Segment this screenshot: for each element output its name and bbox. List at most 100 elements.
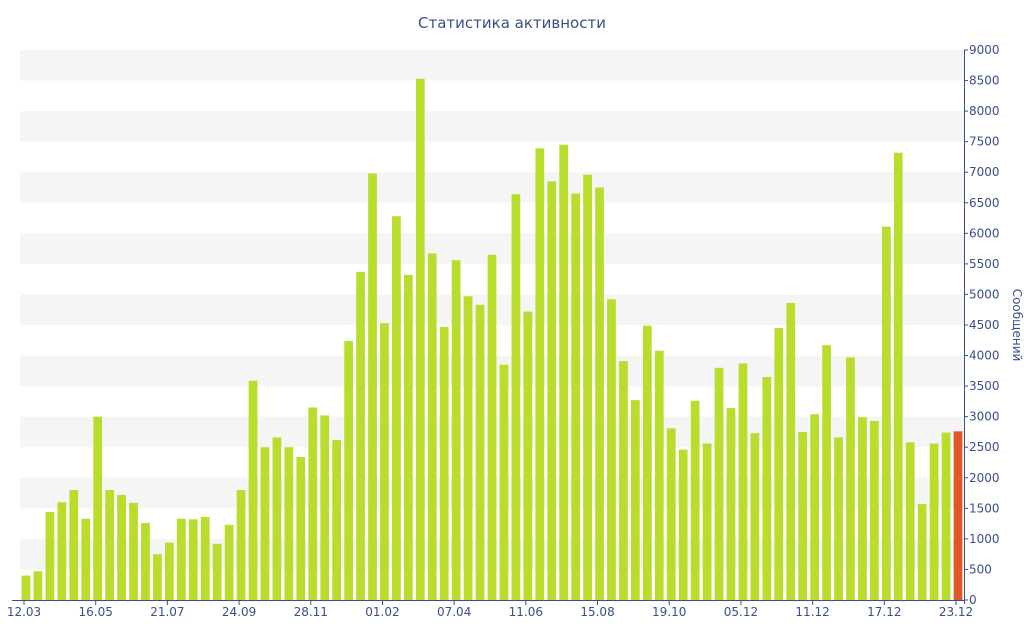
bar[interactable] — [893, 152, 903, 601]
bar[interactable] — [117, 494, 126, 600]
y-tick-label: 8000 — [969, 104, 1000, 118]
bar[interactable] — [535, 148, 545, 600]
y-tick-label: 6000 — [969, 226, 1000, 240]
bar[interactable] — [475, 304, 485, 600]
bar[interactable] — [499, 364, 509, 600]
chart-title: Статистика активности — [418, 14, 606, 32]
bar[interactable] — [33, 571, 43, 600]
bar[interactable] — [21, 575, 31, 600]
bars — [21, 78, 963, 601]
y-tick-label: 4000 — [969, 349, 1000, 363]
y-tick-label: 500 — [969, 562, 992, 576]
bar[interactable] — [726, 408, 736, 600]
bar[interactable] — [595, 187, 604, 601]
bar[interactable] — [702, 443, 712, 600]
bar[interactable] — [176, 518, 186, 600]
bar-highlight[interactable] — [953, 431, 963, 600]
bar[interactable] — [822, 345, 831, 600]
bar[interactable] — [57, 502, 67, 600]
bar[interactable] — [642, 325, 652, 600]
bar[interactable] — [619, 361, 628, 600]
bar[interactable] — [427, 253, 437, 601]
y-tick-label: 2500 — [969, 440, 1000, 454]
bar[interactable] — [153, 554, 162, 600]
bar[interactable] — [929, 443, 939, 600]
bar[interactable] — [750, 433, 760, 600]
bar[interactable] — [678, 449, 688, 600]
y-tick-label: 3500 — [969, 379, 1000, 393]
bar[interactable] — [45, 512, 55, 600]
bar[interactable] — [141, 523, 150, 600]
bar[interactable] — [272, 437, 282, 600]
x-tick-label: 12.03 — [7, 605, 41, 619]
bar[interactable] — [380, 323, 389, 600]
x-axis: 12.03 16.05 21.07 24.09 28.11 01.02 07.04 11.06… — [7, 600, 973, 619]
bar[interactable] — [846, 357, 855, 600]
x-tick-label: 23.12 — [939, 605, 973, 619]
bar[interactable] — [188, 519, 198, 600]
bar[interactable] — [368, 173, 377, 600]
x-tick-label: 11.06 — [509, 605, 543, 619]
bar[interactable] — [105, 490, 114, 600]
bar[interactable] — [200, 516, 210, 600]
bar[interactable] — [786, 303, 796, 600]
bar[interactable] — [666, 428, 676, 600]
bar[interactable] — [881, 226, 891, 601]
bar[interactable] — [224, 524, 234, 600]
bar[interactable] — [511, 194, 521, 600]
y-axis: 0 500 1000 1500 2000 2500 3000 3500 4000 4500 5000… — [964, 43, 1024, 607]
bar[interactable] — [236, 490, 246, 600]
bar[interactable] — [523, 311, 533, 600]
bar[interactable] — [69, 490, 79, 600]
bar[interactable] — [248, 380, 258, 600]
bar[interactable] — [165, 542, 174, 600]
y-tick-label: 5500 — [969, 257, 1000, 271]
bar[interactable] — [690, 400, 700, 600]
bar[interactable] — [81, 518, 91, 600]
bar[interactable] — [917, 504, 927, 600]
bar[interactable] — [941, 432, 951, 600]
x-tick-label: 24.09 — [222, 605, 256, 619]
bar[interactable] — [356, 271, 365, 600]
x-tick-label: 01.02 — [365, 605, 399, 619]
bar[interactable] — [834, 437, 843, 600]
bar[interactable] — [738, 363, 748, 601]
bar[interactable] — [631, 400, 640, 600]
bar[interactable] — [439, 326, 449, 600]
bar[interactable] — [798, 431, 808, 600]
bar[interactable] — [260, 447, 270, 600]
bar[interactable] — [212, 543, 222, 600]
bar[interactable] — [870, 420, 879, 600]
bar[interactable] — [559, 144, 569, 600]
bar[interactable] — [344, 340, 353, 600]
bar[interactable] — [451, 260, 461, 600]
y-tick-label: 3000 — [969, 410, 1000, 424]
bar[interactable] — [607, 299, 616, 600]
bar[interactable] — [762, 376, 772, 600]
bar[interactable] — [774, 328, 784, 600]
bar[interactable] — [654, 350, 664, 600]
bar[interactable] — [463, 296, 473, 600]
bar[interactable] — [284, 447, 294, 600]
grid-band — [20, 172, 964, 203]
bar[interactable] — [583, 174, 592, 601]
bar[interactable] — [129, 502, 138, 600]
bar[interactable] — [296, 457, 306, 600]
y-tick-label: 1000 — [969, 532, 1000, 546]
x-tick-label: 16.05 — [79, 605, 113, 619]
bar[interactable] — [415, 78, 425, 601]
bar[interactable] — [571, 193, 580, 601]
bar[interactable] — [320, 415, 330, 600]
bar[interactable] — [714, 367, 724, 600]
bar[interactable] — [905, 442, 915, 600]
bar[interactable] — [332, 439, 342, 600]
bar[interactable] — [403, 274, 413, 600]
bar[interactable] — [308, 407, 318, 601]
bar[interactable] — [858, 417, 867, 600]
bar[interactable] — [93, 416, 103, 600]
bar[interactable] — [487, 254, 497, 600]
bar[interactable] — [392, 216, 401, 600]
bar[interactable] — [810, 414, 819, 600]
bar[interactable] — [547, 181, 557, 600]
